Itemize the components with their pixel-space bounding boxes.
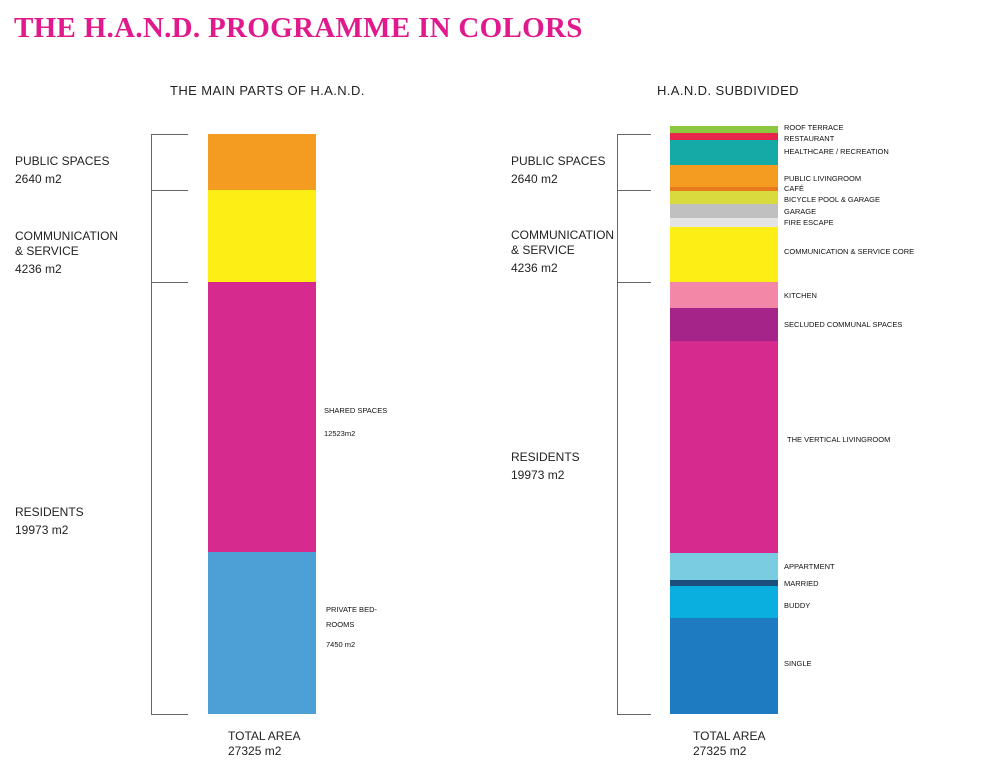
right-bracket-tick xyxy=(617,134,651,135)
right-total: TOTAL AREA 27325 m2 xyxy=(693,729,765,759)
right-group-residents-area: 19973 m2 xyxy=(511,468,565,482)
right-bar-garage xyxy=(670,204,778,218)
right-bar-single xyxy=(670,618,778,714)
left-group-communication-label: COMMUNICATION & SERVICE xyxy=(15,229,119,258)
right-bracket-tick xyxy=(617,714,651,715)
right-group-public: PUBLIC SPACES 2640 m2 xyxy=(511,139,605,202)
right-bar-appartment xyxy=(670,553,778,580)
right-bar-secluded xyxy=(670,308,778,341)
right-label-restaurant: RESTAURANT xyxy=(784,134,835,143)
right-bar-roof-terrace xyxy=(670,126,778,133)
left-total-area: 27325 m2 xyxy=(228,744,282,758)
right-label-roof-terrace: ROOF TERRACE xyxy=(784,123,844,132)
right-label-fire-escape: FIRE ESCAPE xyxy=(784,218,834,227)
left-group-public: PUBLIC SPACES 2640 m2 xyxy=(15,139,109,202)
right-label-healthcare: HEALTHCARE / RECREATION xyxy=(784,147,889,156)
right-label-cafe: CAFÉ xyxy=(784,184,805,193)
right-label-secluded: SECLUDED COMMUNAL SPACES xyxy=(784,320,903,329)
left-total-label: TOTAL AREA xyxy=(228,729,301,743)
right-total-area: 27325 m2 xyxy=(693,744,747,758)
left-private-area: 7450 m2 xyxy=(326,640,356,649)
right-bracket-tick xyxy=(617,190,651,191)
right-bar-kitchen xyxy=(670,282,778,308)
left-bar-public xyxy=(208,134,316,190)
left-heading: THE MAIN PARTS OF H.A.N.D. xyxy=(170,83,365,98)
left-bracket-line xyxy=(151,134,152,714)
right-total-label: TOTAL AREA xyxy=(693,729,766,743)
left-group-public-area: 2640 m2 xyxy=(15,172,62,186)
left-bracket-tick xyxy=(151,714,188,715)
left-total: TOTAL AREA 27325 m2 xyxy=(228,729,300,759)
right-bar-married xyxy=(670,580,778,586)
right-heading: H.A.N.D. SUBDIVIDED xyxy=(657,83,799,98)
left-bar-private xyxy=(208,552,316,714)
right-label-communication-core: COMMUNICATION & SERVICE CORE xyxy=(784,247,915,256)
right-group-communication: COMMUNICATION & SERVICE 4236 m2 xyxy=(511,213,614,291)
right-label-public-livingroom: PUBLIC LIVINGROOM xyxy=(784,174,862,183)
right-bar-communication-core xyxy=(670,227,778,282)
right-bar-public-livingroom xyxy=(670,165,778,187)
left-group-residents-label: RESIDENTS xyxy=(15,505,84,519)
right-bracket-tick xyxy=(617,282,651,283)
left-group-residents: RESIDENTS 19973 m2 xyxy=(15,490,84,553)
left-group-communication: COMMUNICATION & SERVICE 4236 m2 xyxy=(15,214,118,292)
right-label-appartment: APPARTMENT xyxy=(784,562,835,571)
right-label-kitchen: KITCHEN xyxy=(784,291,817,300)
left-group-public-label: PUBLIC SPACES xyxy=(15,154,110,168)
right-bar-cafe xyxy=(670,187,778,191)
left-private-label: PRIVATE BED- ROOMS xyxy=(326,605,377,629)
right-group-public-area: 2640 m2 xyxy=(511,172,558,186)
right-label-single: SINGLE xyxy=(784,659,812,668)
right-group-public-label: PUBLIC SPACES xyxy=(511,154,606,168)
left-shared-area: 12523m2 xyxy=(324,429,356,438)
left-bracket-tick xyxy=(151,134,188,135)
right-label-married: MARRIED xyxy=(784,579,819,588)
left-group-residents-area: 19973 m2 xyxy=(15,523,69,537)
right-bar-bicycle-pool xyxy=(670,191,778,204)
right-label-bicycle-pool: BICYCLE POOL & GARAGE xyxy=(784,195,881,204)
right-bar-buddy xyxy=(670,586,778,618)
right-group-residents-label: RESIDENTS xyxy=(511,450,580,464)
right-group-residents: RESIDENTS 19973 m2 xyxy=(511,435,580,498)
right-bar-healthcare xyxy=(670,140,778,165)
right-group-communication-area: 4236 m2 xyxy=(511,261,558,275)
right-group-communication-label: COMMUNICATION & SERVICE xyxy=(511,228,615,257)
left-shared-label: SHARED SPACES xyxy=(324,406,388,415)
left-group-communication-area: 4236 m2 xyxy=(15,262,62,276)
page-title: THE H.A.N.D. PROGRAMME IN COLORS xyxy=(14,12,583,44)
left-bracket-tick xyxy=(151,282,188,283)
left-bar-shared xyxy=(208,282,316,552)
right-bar-vertical-livingroom xyxy=(670,341,778,553)
right-bracket-line xyxy=(617,134,618,714)
right-label-garage: GARAGE xyxy=(784,207,817,216)
right-bar-restaurant xyxy=(670,133,778,140)
right-bar-fire-escape xyxy=(670,218,778,227)
right-label-buddy: BUDDY xyxy=(784,601,811,610)
left-bracket-tick xyxy=(151,190,188,191)
right-label-vertical-livingroom: THE VERTICAL LIVINGROOM xyxy=(787,435,891,444)
left-bar-communication xyxy=(208,190,316,282)
